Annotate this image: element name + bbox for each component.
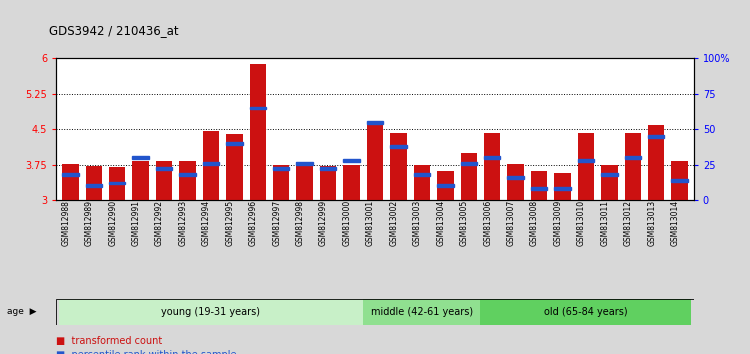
Bar [344, 159, 360, 162]
Text: GSM813013: GSM813013 [647, 200, 656, 246]
Text: GSM813005: GSM813005 [460, 200, 469, 246]
Text: old (65-84 years): old (65-84 years) [544, 307, 628, 317]
Text: GSM812993: GSM812993 [178, 200, 188, 246]
Bar [202, 131, 219, 200]
Text: GSM813000: GSM813000 [343, 200, 352, 246]
Text: GSM813012: GSM813012 [624, 200, 633, 246]
Bar [390, 145, 406, 148]
Text: GSM813014: GSM813014 [670, 200, 680, 246]
Bar [179, 173, 196, 176]
Bar [554, 187, 571, 190]
Text: GSM812995: GSM812995 [225, 200, 234, 246]
Bar [202, 162, 219, 165]
Text: GSM812996: GSM812996 [249, 200, 258, 246]
Bar [481, 299, 692, 325]
Bar [296, 162, 313, 165]
Text: GSM813010: GSM813010 [577, 200, 586, 246]
Bar [250, 107, 266, 109]
Text: GSM813011: GSM813011 [600, 200, 609, 246]
Bar [625, 156, 641, 159]
Text: GSM812994: GSM812994 [202, 200, 211, 246]
Bar [367, 122, 383, 200]
Text: GSM812992: GSM812992 [155, 200, 164, 246]
Bar [602, 165, 617, 200]
Bar [86, 184, 102, 187]
Bar [109, 167, 125, 200]
Bar [109, 182, 125, 184]
Bar [273, 167, 290, 170]
Text: GSM812999: GSM812999 [319, 200, 328, 246]
Text: ■  transformed count: ■ transformed count [56, 336, 163, 346]
Bar [414, 173, 430, 176]
Bar [484, 133, 500, 200]
Text: GSM813001: GSM813001 [366, 200, 375, 246]
Bar [531, 187, 548, 190]
Bar [602, 173, 617, 176]
Bar [62, 164, 79, 200]
Bar [484, 156, 500, 159]
Bar [648, 125, 664, 200]
Bar [554, 173, 571, 200]
Text: GSM812990: GSM812990 [108, 200, 117, 246]
Bar [578, 159, 594, 162]
Text: GSM813003: GSM813003 [413, 200, 422, 246]
Bar [156, 161, 172, 200]
Text: GSM812988: GSM812988 [62, 200, 70, 246]
Text: GSM813007: GSM813007 [507, 200, 516, 246]
Text: age  ▶: age ▶ [8, 307, 37, 316]
Bar [226, 134, 242, 200]
Bar [671, 161, 688, 200]
Bar [414, 165, 430, 200]
Text: GSM812998: GSM812998 [296, 200, 304, 246]
Bar [320, 166, 336, 200]
Bar [133, 156, 148, 159]
Bar [86, 166, 102, 200]
Text: GSM812989: GSM812989 [85, 200, 94, 246]
Bar [437, 184, 454, 187]
Bar [437, 171, 454, 200]
Bar [531, 171, 548, 200]
Text: GSM813004: GSM813004 [436, 200, 445, 246]
Text: GSM812997: GSM812997 [272, 200, 281, 246]
Text: GSM813002: GSM813002 [389, 200, 398, 246]
Bar [58, 299, 363, 325]
Bar [460, 153, 477, 200]
Bar [460, 162, 477, 165]
Bar [363, 299, 481, 325]
Bar [367, 121, 383, 124]
Text: GDS3942 / 210436_at: GDS3942 / 210436_at [49, 24, 178, 37]
Bar [250, 64, 266, 200]
Bar [344, 165, 360, 200]
Text: GSM813009: GSM813009 [554, 200, 562, 246]
Bar [179, 161, 196, 200]
Text: GSM813006: GSM813006 [483, 200, 492, 246]
Bar [390, 133, 406, 200]
Bar [62, 173, 79, 176]
Text: young (19-31 years): young (19-31 years) [161, 307, 260, 317]
Bar [578, 133, 594, 200]
Bar [273, 165, 290, 200]
Bar [226, 142, 242, 145]
Text: GSM812991: GSM812991 [132, 200, 141, 246]
Bar [671, 179, 688, 182]
Bar [625, 133, 641, 200]
Text: ■  percentile rank within the sample: ■ percentile rank within the sample [56, 350, 237, 354]
Bar [320, 167, 336, 170]
Bar [508, 176, 524, 179]
Text: GSM813008: GSM813008 [530, 200, 539, 246]
Bar [508, 164, 524, 200]
Bar [648, 135, 664, 138]
Bar [133, 161, 148, 200]
Bar [296, 162, 313, 200]
Bar [156, 167, 172, 170]
Text: middle (42-61 years): middle (42-61 years) [370, 307, 473, 317]
